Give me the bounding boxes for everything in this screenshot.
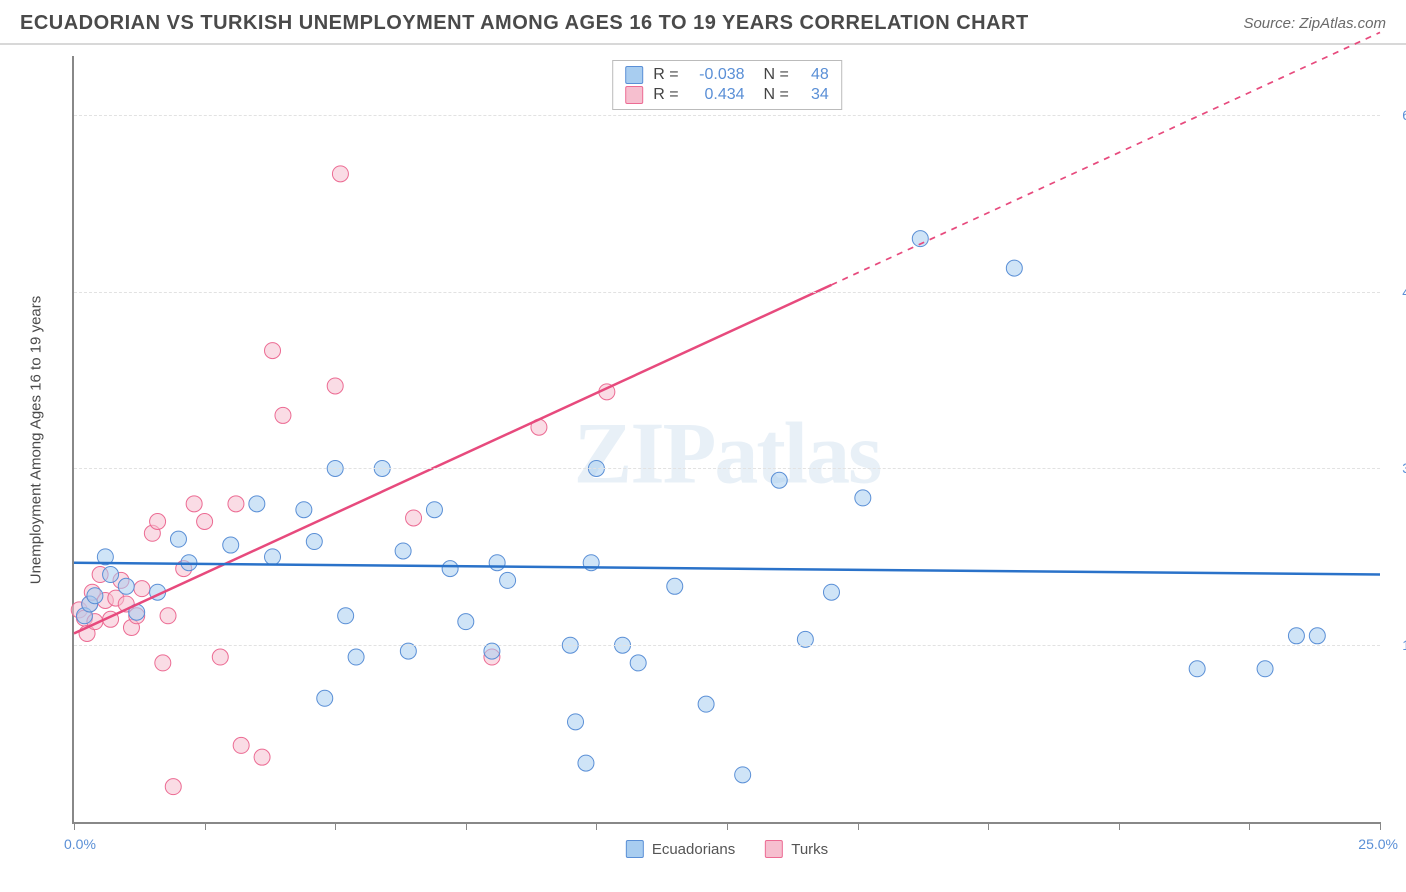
y-tick-label: 15.0% <box>1387 637 1406 653</box>
data-point <box>735 767 751 783</box>
trend-line-extrapolated <box>831 32 1380 284</box>
x-tick <box>1380 822 1381 830</box>
data-point <box>1309 628 1325 644</box>
data-point <box>212 649 228 665</box>
chart-area: Unemployment Among Ages 16 to 19 years Z… <box>50 56 1380 824</box>
data-point <box>332 166 348 182</box>
data-point <box>348 649 364 665</box>
x-tick <box>1119 822 1120 830</box>
data-point <box>275 407 291 423</box>
data-point <box>406 510 422 526</box>
data-point <box>568 714 584 730</box>
data-point <box>265 549 281 565</box>
y-tick-label: 30.0% <box>1387 460 1406 476</box>
data-point <box>228 496 244 512</box>
data-point <box>265 343 281 359</box>
x-tick <box>74 822 75 830</box>
data-point <box>254 749 270 765</box>
data-point <box>296 502 312 518</box>
data-point <box>1006 260 1022 276</box>
data-point <box>667 578 683 594</box>
x-tick <box>335 822 336 830</box>
source-label: Source: ZipAtlas.com <box>1243 15 1386 32</box>
data-point <box>442 561 458 577</box>
x-tick <box>1249 822 1250 830</box>
data-point <box>317 690 333 706</box>
x-tick <box>205 822 206 830</box>
data-point <box>578 755 594 771</box>
data-point <box>698 696 714 712</box>
x-tick-label-max: 25.0% <box>1358 836 1398 852</box>
trend-line <box>74 285 831 634</box>
data-point <box>134 581 150 597</box>
legend-item-turks: Turks <box>765 840 828 858</box>
data-point <box>103 567 119 583</box>
data-point <box>1288 628 1304 644</box>
data-point <box>170 531 186 547</box>
data-point <box>186 496 202 512</box>
x-tick <box>858 822 859 830</box>
chart-header: ECUADORIAN VS TURKISH UNEMPLOYMENT AMONG… <box>0 0 1406 45</box>
data-point <box>426 502 442 518</box>
data-point <box>233 737 249 753</box>
data-point <box>249 496 265 512</box>
trend-line <box>74 563 1380 575</box>
legend-label-turks: Turks <box>791 841 828 858</box>
data-point <box>855 490 871 506</box>
data-point <box>327 378 343 394</box>
x-tick <box>596 822 597 830</box>
data-point <box>489 555 505 571</box>
data-point <box>500 572 516 588</box>
data-point <box>771 472 787 488</box>
data-point <box>458 614 474 630</box>
x-tick <box>727 822 728 830</box>
data-point <box>150 513 166 529</box>
y-tick-label: 60.0% <box>1387 107 1406 123</box>
data-point <box>630 655 646 671</box>
data-point <box>223 537 239 553</box>
data-point <box>338 608 354 624</box>
gridline <box>74 115 1380 116</box>
gridline <box>74 468 1380 469</box>
data-point <box>155 655 171 671</box>
plot-svg <box>74 56 1380 822</box>
y-axis-label: Unemployment Among Ages 16 to 19 years <box>28 296 45 585</box>
legend-label-ecuadorians: Ecuadorians <box>652 841 735 858</box>
plot-region: ZIPatlas R = -0.038 N = 48 R = 0.434 N =… <box>72 56 1380 824</box>
data-point <box>823 584 839 600</box>
data-point <box>395 543 411 559</box>
swatch-ecuadorians <box>626 840 644 858</box>
x-tick <box>988 822 989 830</box>
data-point <box>1257 661 1273 677</box>
data-point <box>118 578 134 594</box>
swatch-turks <box>765 840 783 858</box>
x-tick-label-min: 0.0% <box>64 836 96 852</box>
gridline <box>74 292 1380 293</box>
data-point <box>197 513 213 529</box>
data-point <box>160 608 176 624</box>
chart-title: ECUADORIAN VS TURKISH UNEMPLOYMENT AMONG… <box>20 12 1029 35</box>
gridline <box>74 645 1380 646</box>
legend-item-ecuadorians: Ecuadorians <box>626 840 735 858</box>
y-tick-label: 45.0% <box>1387 284 1406 300</box>
data-point <box>165 779 181 795</box>
series-legend: Ecuadorians Turks <box>626 840 828 858</box>
data-point <box>87 588 103 604</box>
data-point <box>306 534 322 550</box>
data-point <box>1189 661 1205 677</box>
x-tick <box>466 822 467 830</box>
